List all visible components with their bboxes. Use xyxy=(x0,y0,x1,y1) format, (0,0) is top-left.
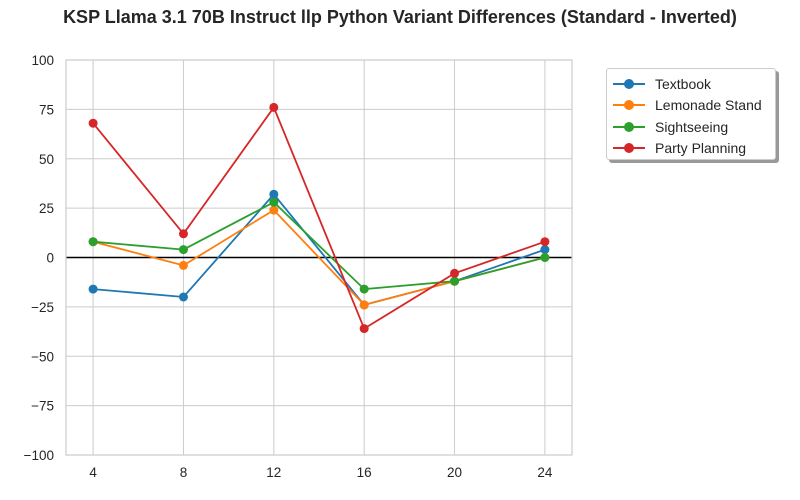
data-point-party-planning xyxy=(359,324,369,334)
data-point-party-planning xyxy=(269,102,279,112)
y-tick-label: −100 xyxy=(24,448,54,463)
plot-frame xyxy=(65,59,573,456)
chart-title: KSP Llama 3.1 70B Instruct llp Python Va… xyxy=(63,7,737,27)
data-point-textbook xyxy=(88,284,98,294)
data-point-lemonade-stand xyxy=(359,300,369,310)
y-tick-label: 75 xyxy=(39,102,54,117)
series-line-party-planning xyxy=(92,105,546,330)
y-tick-label: −25 xyxy=(31,300,54,315)
y-tick-label: 50 xyxy=(39,152,54,167)
x-tick-label: 20 xyxy=(447,465,462,480)
legend-item: Party Planning xyxy=(607,138,775,160)
x-tick-label: 16 xyxy=(357,465,372,480)
data-point-sightseeing xyxy=(359,284,369,294)
legend-marker xyxy=(613,78,645,90)
data-point-party-planning xyxy=(450,268,460,278)
x-tick-label: 12 xyxy=(266,465,281,480)
x-tick-label: 4 xyxy=(89,465,97,480)
legend-label: Lemonade Stand xyxy=(655,97,762,114)
series-line-sightseeing xyxy=(93,201,546,291)
legend-item: Sightseeing xyxy=(607,116,775,138)
y-tick-label: −75 xyxy=(31,399,54,414)
data-point-lemonade-stand xyxy=(178,260,188,270)
data-point-party-planning xyxy=(178,229,188,239)
data-point-sightseeing xyxy=(450,276,460,286)
series-lines xyxy=(88,102,550,334)
chart-legend: Textbook Lemonade Stand Sightseeing Party P… xyxy=(606,68,776,160)
tick-labels: 100 75 50 25 0 −25 −50 −75 −100 4 8 12 16 20 24 xyxy=(24,53,553,480)
y-tick-label: −50 xyxy=(31,349,54,364)
y-tick-label: 25 xyxy=(39,201,54,216)
data-point-textbook xyxy=(178,292,188,302)
legend-marker xyxy=(613,121,645,133)
series-sightseeing xyxy=(88,197,550,294)
data-point-party-planning xyxy=(540,237,550,247)
legend-marker xyxy=(613,142,645,154)
data-point-textbook xyxy=(269,189,279,199)
legend-item: Lemonade Stand xyxy=(607,95,775,117)
data-point-party-planning xyxy=(88,118,98,128)
x-tick-label: 8 xyxy=(180,465,188,480)
data-point-textbook xyxy=(540,245,550,255)
data-point-sightseeing xyxy=(269,197,279,207)
data-point-sightseeing xyxy=(540,253,550,262)
data-point-sightseeing xyxy=(178,245,188,255)
series-party-planning xyxy=(88,102,550,334)
series-line-textbook xyxy=(93,192,546,306)
legend-label: Party Planning xyxy=(655,140,747,157)
y-tick-label: 100 xyxy=(31,53,54,68)
data-point-lemonade-stand xyxy=(269,205,279,215)
legend-label: Textbook xyxy=(655,75,712,92)
legend-marker xyxy=(613,99,645,111)
y-tick-label: 0 xyxy=(46,251,54,266)
x-tick-label: 24 xyxy=(537,465,553,480)
data-point-sightseeing xyxy=(88,237,98,247)
legend-item: Textbook xyxy=(607,73,775,95)
legend-label: Sightseeing xyxy=(655,118,729,135)
